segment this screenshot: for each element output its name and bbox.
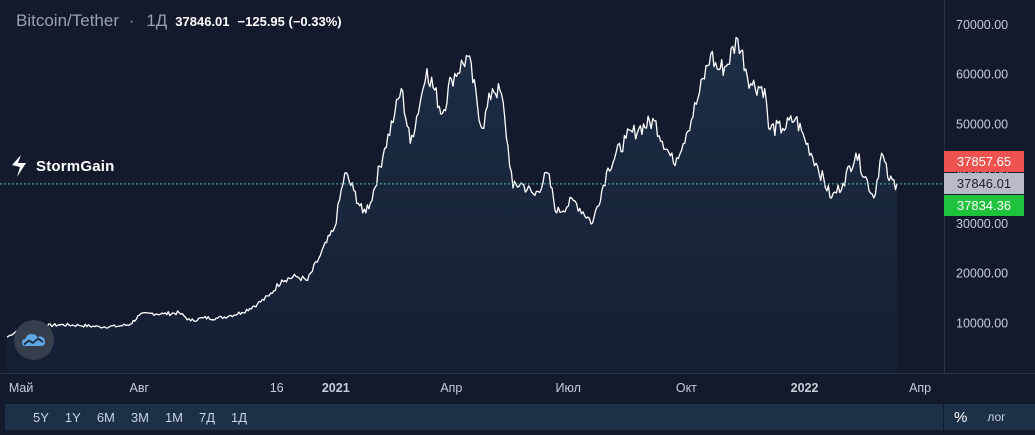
price-series-line [6,36,898,338]
x-tick-label: 16 [270,381,284,395]
x-tick-label: Апр [440,381,462,395]
last-price-value: 37846.01 [175,14,230,29]
x-tick-label: Авг [130,381,150,395]
y-tick-label: 70000.00 [956,18,1008,32]
percent-scale-toggle[interactable]: % [954,408,968,426]
range-button-7d[interactable]: 7Д [199,409,216,425]
last-price-label: 37846.01 [957,176,1011,191]
price-area-fill [7,37,897,373]
range-button-1m[interactable]: 1M [164,409,183,425]
stormgain-watermark: StormGain [8,153,114,179]
x-tick-label: Июл [556,381,581,395]
range-button-6m[interactable]: 6M [96,409,115,425]
price-area [7,37,897,373]
y-tick-label: 10000.00 [956,316,1008,330]
x-tick-label: Май [9,381,34,395]
ask-price-label-box [944,151,1024,172]
price-labels: 37857.65 37846.01 37834.36 [944,151,1024,216]
range-button-5y[interactable]: 5Y [33,409,49,425]
legend-separator: · [129,13,135,30]
range-button-1d[interactable]: 1Д [231,409,248,425]
y-tick-label: 60000.00 [956,68,1008,82]
x-tick-label: 2021 [322,381,350,395]
chart-legend: Bitcoin/Tether · 1Д 37846.01 −125.95 (−0… [16,11,342,31]
x-tick-label: Апр [909,381,931,395]
scale-toolbar: % лог [944,404,1035,430]
x-tick-label: 2022 [791,381,819,395]
time-axis[interactable]: Май Авг 16 2021 Апр Июл Окт 2022 Апр [9,381,931,395]
tradingview-logo-button[interactable] [14,320,54,360]
cloud-chart-icon [22,334,45,346]
timeframe-label[interactable]: 1Д [146,11,168,30]
range-button-1y[interactable]: 1Y [64,409,81,425]
ask-price-label: 37857.65 [957,154,1011,169]
log-scale-toggle[interactable]: лог [987,410,1006,424]
brand-name: StormGain [36,157,115,175]
range-toolbar: 5Y 1Y 6M 3M 1M 7Д 1Д [5,404,943,430]
stormgain-logo-icon [12,155,26,177]
bid-price-label-box [944,195,1024,216]
y-tick-label: 50000.00 [956,117,1008,131]
y-tick-label: 20000.00 [956,267,1008,281]
price-change-value: −125.95 (−0.33%) [237,14,342,29]
price-line [6,36,898,338]
symbol-name[interactable]: Bitcoin/Tether [16,11,119,30]
range-button-3m[interactable]: 3M [130,409,149,425]
last-price-label-box [944,173,1024,194]
x-tick-label: Окт [676,381,697,395]
y-tick-label: 30000.00 [956,217,1008,231]
bid-price-label: 37834.36 [957,198,1011,213]
